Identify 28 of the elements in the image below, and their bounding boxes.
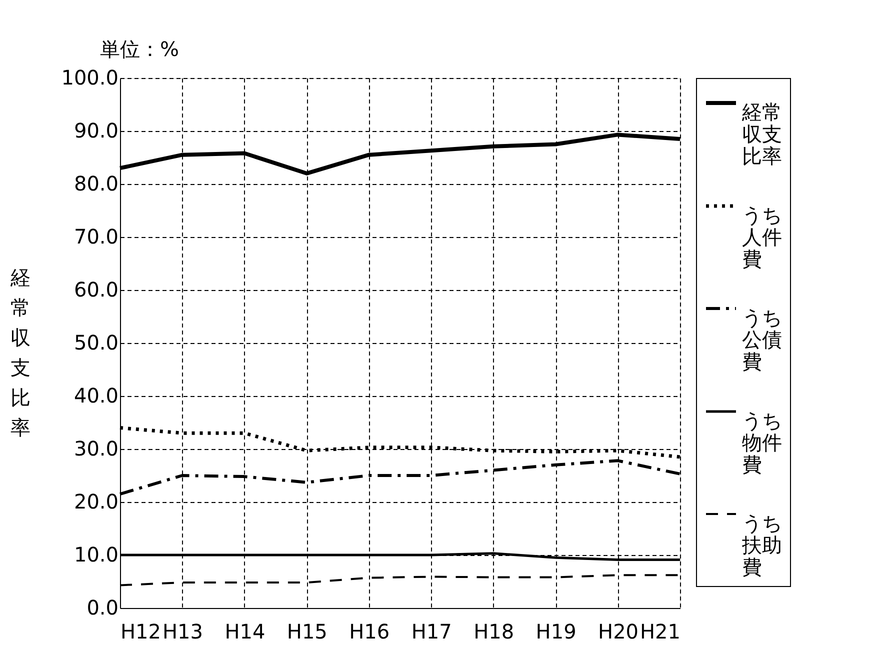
y-tick-label: 30.0 <box>74 436 118 460</box>
y-tick-label: 60.0 <box>74 278 118 302</box>
legend-label: うち物件費 <box>742 408 782 476</box>
y-tick-label: 10.0 <box>74 542 118 566</box>
y-tick-label: 90.0 <box>74 118 118 142</box>
y-tick-label: 0.0 <box>86 596 118 620</box>
x-tick-label: H13 <box>162 620 203 644</box>
y-axis-title: 経常収支比率 <box>10 266 30 440</box>
y-tick-label: 40.0 <box>74 384 118 408</box>
y-tick-label: 50.0 <box>74 330 118 354</box>
x-tick-label: H19 <box>536 620 576 644</box>
legend-label: うち公債費 <box>742 306 782 374</box>
x-tick-label: H18 <box>474 620 514 644</box>
x-tick-label: H15 <box>286 620 328 644</box>
x-tick-label: H17 <box>411 620 452 644</box>
y-tick-label: 80.0 <box>74 172 118 196</box>
y-tick-label: 70.0 <box>74 224 118 248</box>
y-tick-label: 20.0 <box>74 490 118 514</box>
legend-label: うち扶助費 <box>741 511 782 579</box>
y-tick-label: 100.0 <box>61 66 118 90</box>
legend-label: うち人件費 <box>742 203 782 271</box>
x-tick-label: H21 <box>640 620 680 644</box>
x-tick-label: H12 <box>120 620 161 644</box>
x-tick-label: H14 <box>224 620 266 644</box>
x-tick-label: H20 <box>598 620 639 644</box>
text: 単位：% <box>100 37 180 61</box>
x-tick-label: H16 <box>349 620 390 644</box>
legend-label: 経常収支比率 <box>741 100 782 168</box>
